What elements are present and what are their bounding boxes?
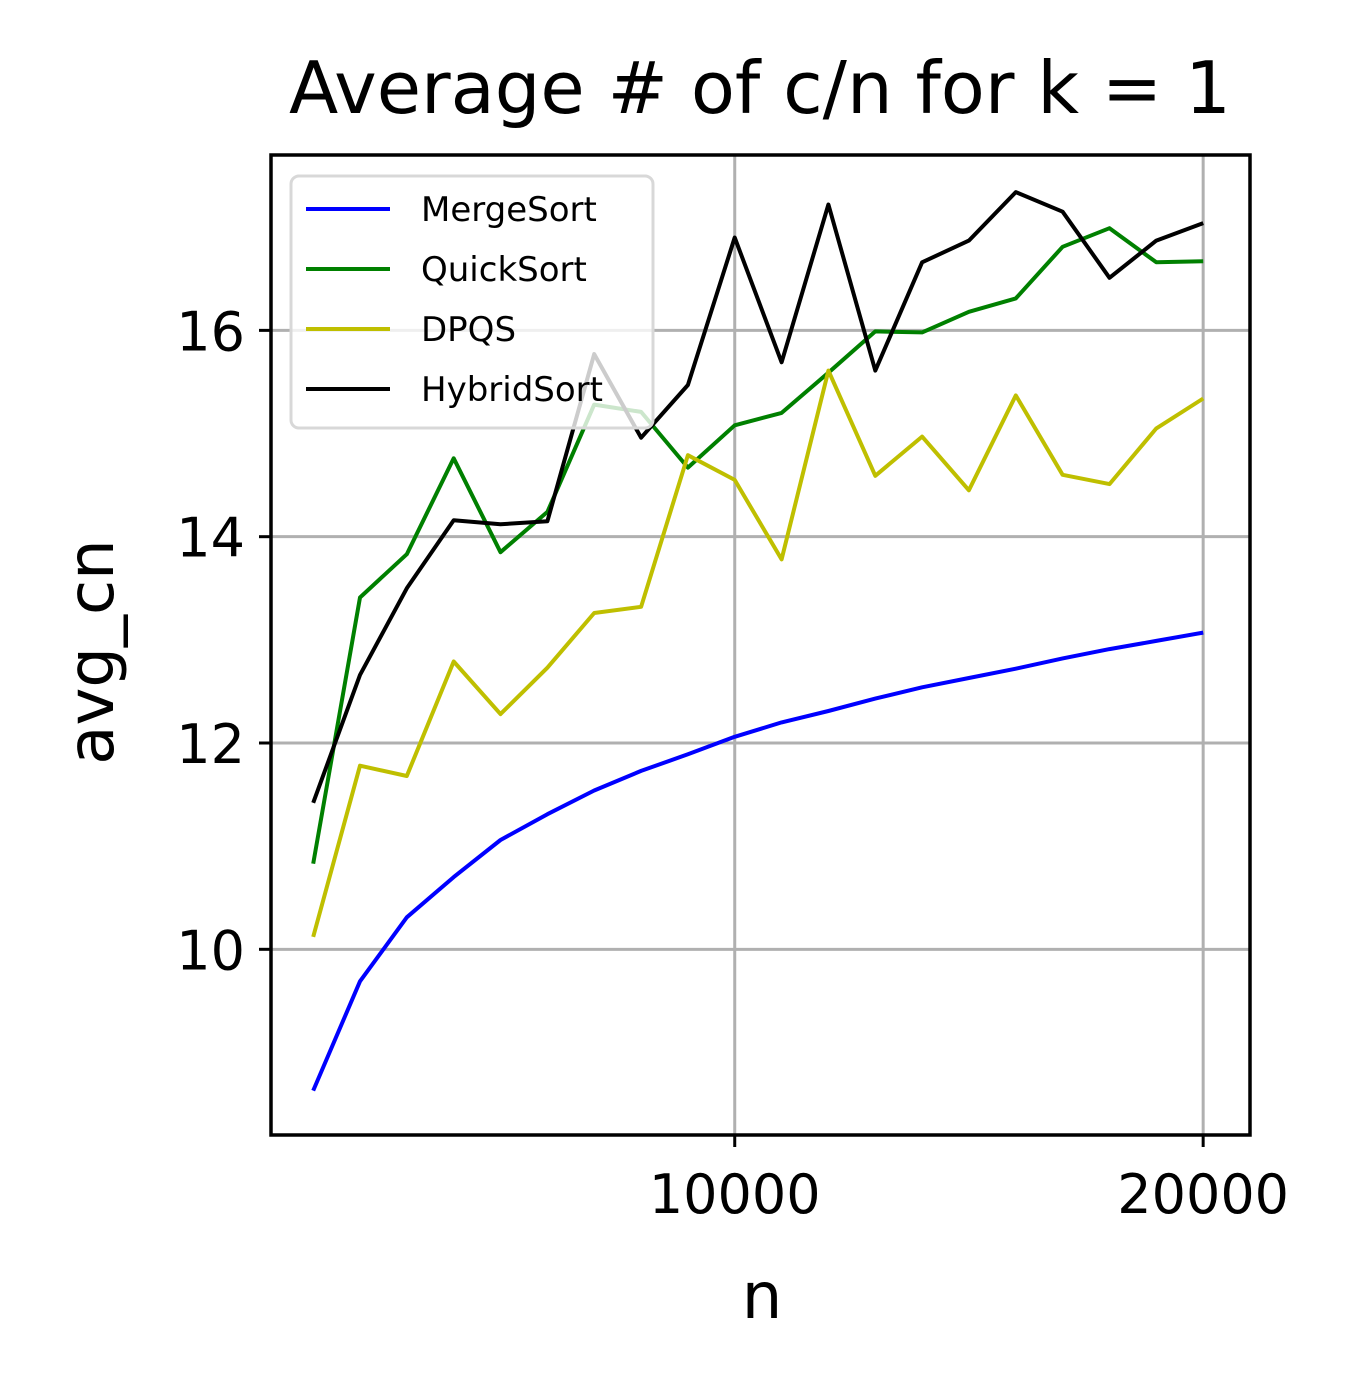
x-tick-label: 20000 (1117, 1163, 1289, 1226)
series-layer (311, 190, 1205, 1092)
y-tick-label: 12 (176, 713, 245, 776)
x-axis-label: n (742, 1260, 783, 1334)
series-line-hybridsort (311, 190, 1204, 804)
y-tick-label: 16 (176, 300, 245, 363)
legend-label-mergesort: MergeSort (421, 190, 597, 230)
chart-title: Average # of c/n for k = 1 (289, 46, 1231, 130)
legend-label-hybridsort: HybridSort (421, 370, 603, 410)
legend-label-quicksort: QuickSort (421, 250, 587, 290)
legend: MergeSort QuickSort DPQS HybridSort (289, 174, 655, 430)
series-line-mergesort (311, 630, 1204, 1092)
axis-ticks: 10 12 14 16 10000 20000 (176, 300, 1289, 1226)
y-axis-label: avg_cn (55, 539, 129, 764)
x-tick-label: 10000 (649, 1163, 821, 1226)
plot-frame (269, 153, 1252, 1137)
y-tick-label: 10 (176, 919, 245, 982)
y-tick-label: 14 (176, 507, 245, 570)
legend-box (289, 174, 655, 430)
series-line-dpqs (311, 368, 1205, 938)
legend-label-dpqs: DPQS (421, 310, 516, 350)
series-line-quicksort (311, 226, 1204, 865)
